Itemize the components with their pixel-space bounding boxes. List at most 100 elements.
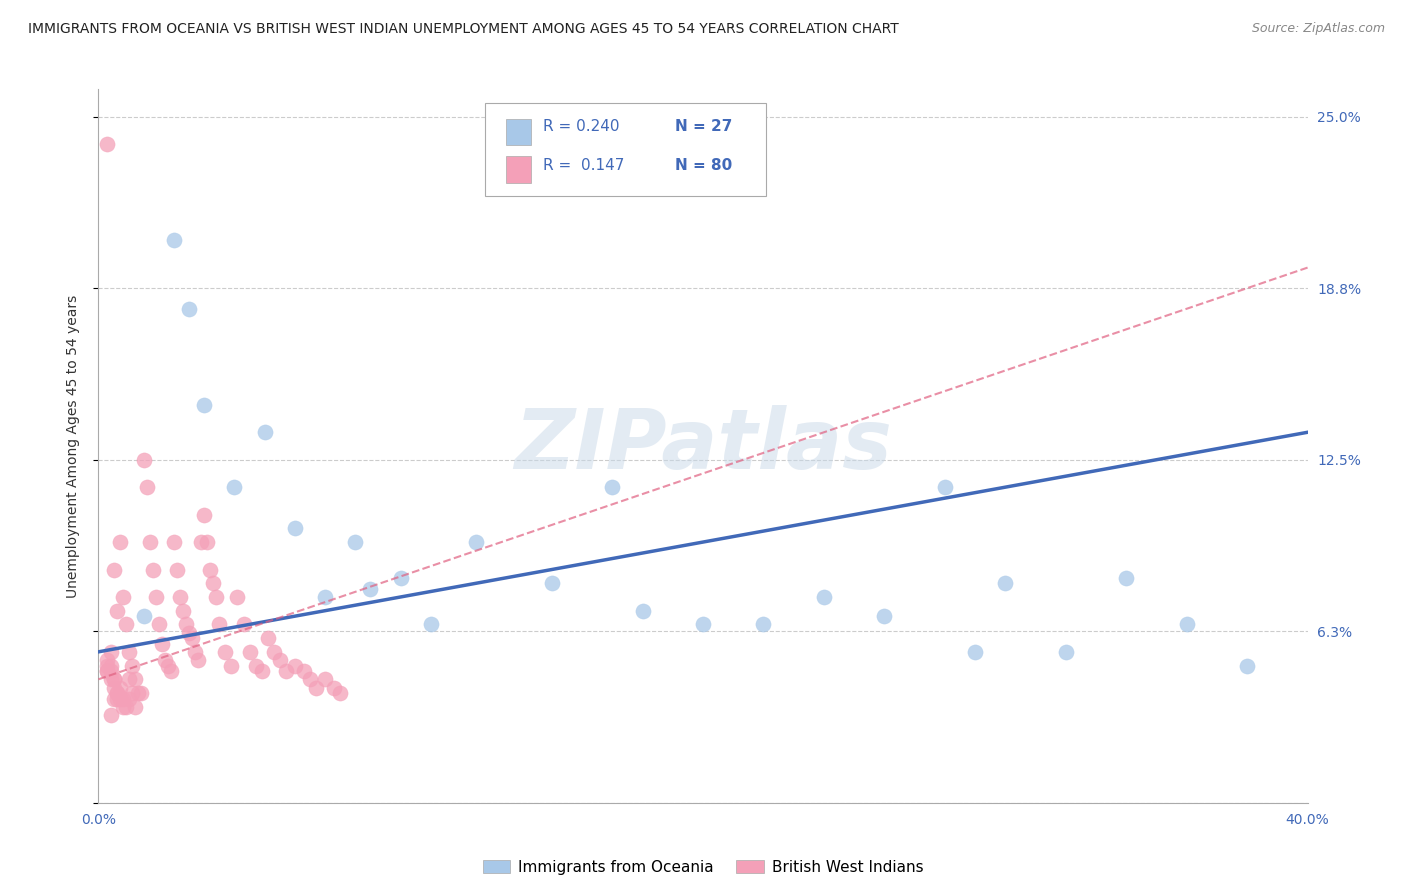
- Point: [179, 625, 201, 640]
- Point: [284, 658, 307, 673]
- Point: [160, 664, 183, 678]
- Point: [305, 681, 328, 695]
- Point: [934, 480, 956, 494]
- Point: [124, 699, 146, 714]
- Point: [631, 604, 654, 618]
- Point: [100, 664, 122, 678]
- Text: ZIPatlas: ZIPatlas: [515, 406, 891, 486]
- Point: [118, 645, 141, 659]
- Point: [692, 617, 714, 632]
- Point: [103, 681, 125, 695]
- Text: N = 80: N = 80: [675, 158, 733, 172]
- Point: [108, 535, 131, 549]
- Point: [100, 658, 122, 673]
- Point: [148, 617, 170, 632]
- Point: [269, 653, 291, 667]
- Point: [187, 653, 209, 667]
- Point: [274, 664, 297, 678]
- Point: [965, 645, 987, 659]
- Point: [118, 691, 141, 706]
- Point: [129, 686, 152, 700]
- Text: IMMIGRANTS FROM OCEANIA VS BRITISH WEST INDIAN UNEMPLOYMENT AMONG AGES 45 TO 54 : IMMIGRANTS FROM OCEANIA VS BRITISH WEST …: [28, 22, 898, 37]
- Point: [111, 699, 134, 714]
- Point: [239, 645, 262, 659]
- Point: [103, 562, 125, 576]
- Point: [292, 664, 315, 678]
- Point: [103, 673, 125, 687]
- Point: [1175, 617, 1198, 632]
- Point: [132, 609, 155, 624]
- Point: [111, 590, 134, 604]
- Point: [145, 590, 167, 604]
- Point: [169, 590, 191, 604]
- Point: [105, 686, 128, 700]
- Point: [263, 645, 285, 659]
- Point: [256, 631, 278, 645]
- Point: [389, 571, 412, 585]
- Point: [156, 658, 179, 673]
- Point: [124, 673, 146, 687]
- Point: [174, 617, 197, 632]
- Point: [108, 681, 131, 695]
- Point: [114, 617, 136, 632]
- Point: [873, 609, 896, 624]
- Point: [121, 658, 143, 673]
- Point: [195, 535, 218, 549]
- Point: [1115, 571, 1137, 585]
- Point: [193, 508, 215, 522]
- Point: [208, 617, 231, 632]
- Point: [224, 480, 246, 494]
- Text: R = 0.240: R = 0.240: [543, 120, 619, 134]
- Point: [100, 645, 122, 659]
- Y-axis label: Unemployment Among Ages 45 to 54 years: Unemployment Among Ages 45 to 54 years: [66, 294, 80, 598]
- Point: [105, 604, 128, 618]
- Point: [284, 521, 307, 535]
- Text: R =  0.147: R = 0.147: [543, 158, 624, 172]
- Point: [752, 617, 775, 632]
- Point: [100, 673, 122, 687]
- Point: [602, 480, 624, 494]
- Point: [96, 137, 118, 152]
- Point: [166, 562, 188, 576]
- Point: [132, 452, 155, 467]
- Point: [96, 664, 118, 678]
- Point: [994, 576, 1017, 591]
- Point: [142, 562, 165, 576]
- Point: [96, 653, 118, 667]
- Point: [250, 664, 273, 678]
- Point: [1054, 645, 1077, 659]
- Point: [105, 686, 128, 700]
- Point: [221, 658, 243, 673]
- Point: [314, 590, 336, 604]
- Point: [96, 658, 118, 673]
- Point: [153, 653, 176, 667]
- Point: [127, 686, 149, 700]
- Point: [465, 535, 488, 549]
- Point: [172, 604, 194, 618]
- Point: [96, 664, 118, 678]
- Point: [118, 673, 141, 687]
- Point: [245, 658, 267, 673]
- Text: Source: ZipAtlas.com: Source: ZipAtlas.com: [1251, 22, 1385, 36]
- Point: [103, 691, 125, 706]
- Point: [108, 691, 131, 706]
- Point: [329, 686, 352, 700]
- Point: [163, 233, 186, 247]
- Point: [193, 398, 215, 412]
- Point: [202, 576, 225, 591]
- Point: [314, 673, 336, 687]
- Point: [150, 637, 173, 651]
- Point: [139, 535, 162, 549]
- Point: [360, 582, 382, 596]
- Point: [200, 562, 222, 576]
- Point: [232, 617, 254, 632]
- Point: [226, 590, 249, 604]
- Point: [205, 590, 228, 604]
- Point: [100, 708, 122, 723]
- Point: [323, 681, 346, 695]
- Point: [1236, 658, 1258, 673]
- Point: [190, 535, 212, 549]
- Point: [179, 301, 201, 316]
- Point: [184, 645, 207, 659]
- Point: [214, 645, 236, 659]
